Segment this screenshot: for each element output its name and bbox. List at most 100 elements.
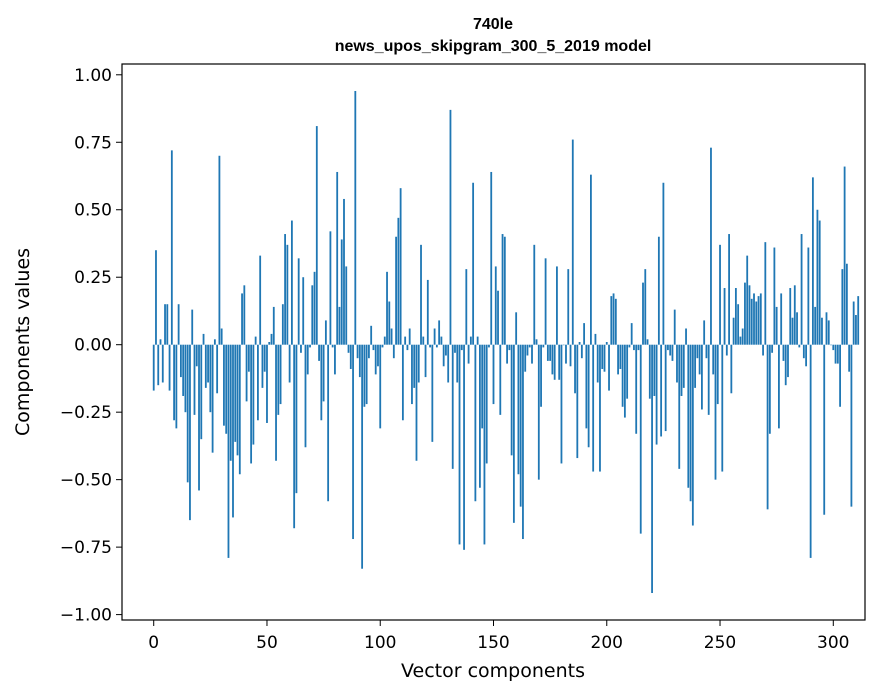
bar [347, 344, 350, 353]
bar [315, 126, 318, 345]
bar [621, 344, 624, 407]
bar [451, 344, 454, 469]
bar [406, 344, 409, 351]
bar [510, 344, 513, 456]
bar [535, 339, 538, 345]
bar [413, 344, 416, 388]
bar [721, 344, 724, 472]
bar [234, 344, 237, 442]
bar [463, 344, 465, 550]
bar [395, 236, 397, 345]
bar [241, 293, 243, 345]
bar [798, 344, 801, 348]
y-axis-label: Components values [12, 248, 34, 436]
bar [528, 344, 531, 348]
bar [814, 306, 817, 345]
bar [737, 304, 740, 345]
bar [569, 344, 572, 367]
bar [836, 344, 839, 364]
bar [481, 344, 484, 429]
bar [519, 344, 522, 507]
bar [843, 166, 846, 345]
bar [442, 344, 445, 367]
bar [848, 344, 851, 372]
bar [750, 298, 753, 345]
bar [698, 344, 701, 375]
bar [193, 344, 196, 415]
bar [306, 344, 309, 375]
bar [411, 344, 413, 405]
bar [710, 147, 712, 345]
bar [336, 171, 339, 345]
bar [408, 328, 411, 345]
bar [578, 342, 581, 345]
bar [818, 220, 821, 345]
chart-title-line-2: news_upos_skipgram_300_5_2019 model [335, 38, 652, 55]
bar [429, 344, 431, 348]
bar [732, 317, 735, 345]
bar [771, 344, 774, 353]
bar [433, 328, 436, 345]
bar [764, 242, 767, 345]
bar [354, 90, 357, 345]
bar [671, 344, 674, 361]
bar [662, 182, 665, 345]
bar [845, 263, 848, 345]
bar [340, 239, 343, 345]
bar [243, 285, 246, 345]
bar [182, 344, 185, 396]
bar [191, 309, 194, 345]
bar [460, 344, 463, 351]
bar [465, 269, 468, 345]
bar [787, 344, 789, 378]
bar [841, 269, 844, 345]
bar [195, 344, 198, 367]
bar [476, 336, 479, 345]
bar [175, 344, 178, 429]
bar [642, 282, 644, 345]
bar [426, 279, 429, 345]
bar [714, 344, 717, 480]
plot-frame [121, 63, 866, 621]
bar [757, 296, 760, 345]
bar [680, 344, 683, 396]
bar [449, 109, 452, 345]
bar [220, 328, 223, 345]
bar [839, 344, 841, 407]
bar [438, 320, 441, 345]
bar [515, 312, 518, 345]
bar [807, 247, 810, 345]
bar [599, 344, 601, 472]
bar [633, 344, 635, 351]
bar [549, 344, 552, 361]
bar [553, 344, 556, 380]
bar [676, 344, 678, 383]
bar [168, 344, 171, 391]
bar [773, 247, 776, 345]
bar [696, 344, 699, 359]
bar [445, 344, 447, 356]
bar [723, 288, 726, 345]
bar [544, 258, 547, 345]
bar [361, 344, 364, 569]
bar [157, 344, 160, 386]
bar [499, 344, 502, 415]
bar [780, 293, 783, 345]
bar [685, 328, 687, 345]
bar [517, 344, 520, 475]
bar [594, 333, 597, 345]
bar [753, 293, 755, 345]
bar [454, 344, 456, 353]
bar [585, 344, 588, 429]
bar [320, 344, 323, 421]
bar [370, 325, 373, 345]
bar [397, 217, 400, 345]
bar [712, 344, 715, 375]
bar [488, 344, 490, 348]
y-tick-label: −0.25 [60, 403, 112, 423]
bar [474, 344, 477, 502]
bar [223, 344, 225, 426]
bar [766, 344, 769, 510]
bar [368, 344, 370, 359]
bar [440, 336, 443, 345]
